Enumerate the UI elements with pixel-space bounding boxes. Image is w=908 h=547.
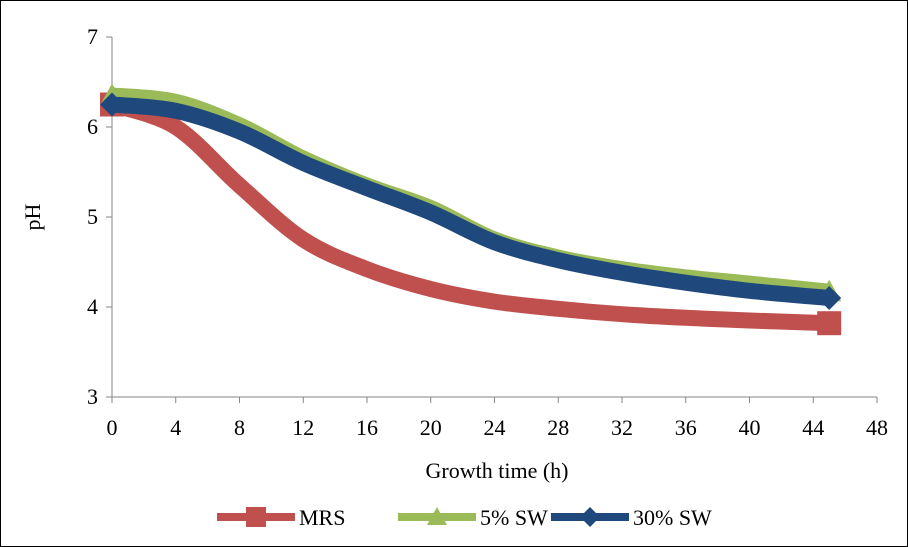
y-axis-title: pH — [20, 203, 45, 230]
x-tick-label: 4 — [170, 415, 181, 440]
x-tick-label: 48 — [866, 415, 888, 440]
x-tick-label: 0 — [107, 415, 118, 440]
x-tick-label: 28 — [547, 415, 569, 440]
x-tick-label: 8 — [234, 415, 245, 440]
y-tick-label: 5 — [87, 204, 98, 229]
data-point-mrs — [817, 311, 841, 335]
x-tick-label: 16 — [356, 415, 378, 440]
legend-label: 5% SW — [480, 505, 548, 530]
legend-label: 30% SW — [633, 505, 712, 530]
x-tick-label: 20 — [420, 415, 442, 440]
y-tick-label: 7 — [87, 24, 98, 49]
y-tick-label: 4 — [87, 294, 98, 319]
x-tick-label: 44 — [802, 415, 824, 440]
x-tick-label: 40 — [739, 415, 761, 440]
y-tick-label: 3 — [87, 384, 98, 409]
x-tick-label: 32 — [611, 415, 633, 440]
y-tick-label: 6 — [87, 114, 98, 139]
legend-label: MRS — [299, 505, 345, 530]
x-tick-label: 36 — [675, 415, 697, 440]
legend-marker-square — [246, 507, 266, 527]
x-axis-title: Growth time (h) — [426, 458, 569, 483]
x-tick-label: 24 — [484, 415, 506, 440]
x-tick-label: 12 — [292, 415, 314, 440]
